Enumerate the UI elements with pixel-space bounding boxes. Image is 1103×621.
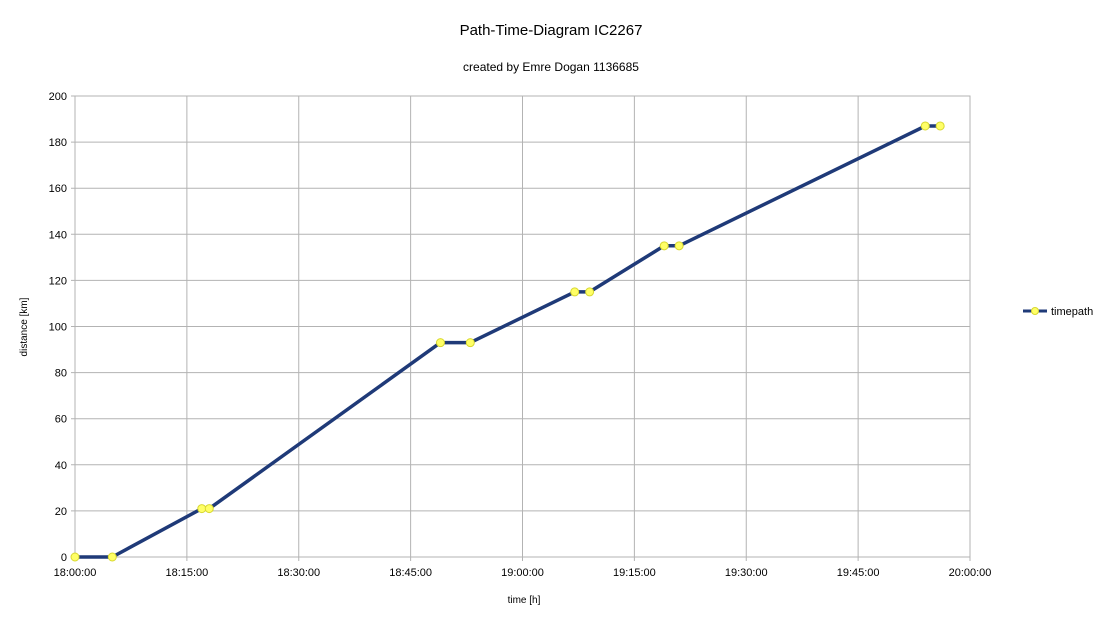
plot-area-border <box>74 95 971 558</box>
data-point <box>197 504 207 514</box>
y-tick-label: 200 <box>49 91 67 103</box>
y-tick-label: 20 <box>55 506 67 518</box>
y-axis-label: distance [km] <box>19 297 30 356</box>
x-tick-label: 19:15:00 <box>613 567 656 579</box>
data-point <box>935 121 945 131</box>
series-line <box>73 124 942 559</box>
data-point <box>659 241 669 251</box>
data-point <box>674 241 684 251</box>
data-point <box>70 552 80 562</box>
x-tick-label: 18:30:00 <box>277 567 320 579</box>
y-tick-label: 180 <box>49 137 67 149</box>
y-tick-label: 160 <box>49 183 67 195</box>
legend: timepath <box>1023 306 1093 318</box>
data-point <box>570 287 580 297</box>
legend-label-timepath: timepath <box>1051 306 1093 318</box>
legend-marker-swatch <box>1031 307 1039 315</box>
series-timepath <box>70 121 945 562</box>
y-tick-label: 100 <box>49 322 67 334</box>
x-tick-label: 18:00:00 <box>54 567 97 579</box>
x-tick-label: 19:45:00 <box>837 567 880 579</box>
data-point <box>107 552 117 562</box>
y-tick-label: 140 <box>49 229 67 241</box>
x-tick-label: 20:00:00 <box>949 567 992 579</box>
chart-subtitle: created by Emre Dogan 1136685 <box>463 60 639 74</box>
x-tick-label: 19:00:00 <box>501 567 544 579</box>
x-tick-label: 18:15:00 <box>165 567 208 579</box>
y-tick-label: 40 <box>55 460 67 472</box>
data-point <box>435 338 445 348</box>
y-tick-label: 60 <box>55 414 67 426</box>
y-tick-label: 120 <box>49 275 67 287</box>
x-tick-label: 19:30:00 <box>725 567 768 579</box>
data-point <box>920 121 930 131</box>
x-tick-label: 18:45:00 <box>389 567 432 579</box>
x-axis-label: time [h] <box>508 595 541 606</box>
y-tick-label: 0 <box>61 552 67 564</box>
data-point <box>204 504 214 514</box>
data-point <box>585 287 595 297</box>
data-point <box>465 338 475 348</box>
y-tick-label: 80 <box>55 368 67 380</box>
tick-labels: 0 20 40 60 80 100 120 140 160 180 200 18:00:00 18:15… <box>49 91 992 579</box>
grid <box>71 95 971 561</box>
chart-title: Path-Time-Diagram IC2267 <box>460 22 643 39</box>
